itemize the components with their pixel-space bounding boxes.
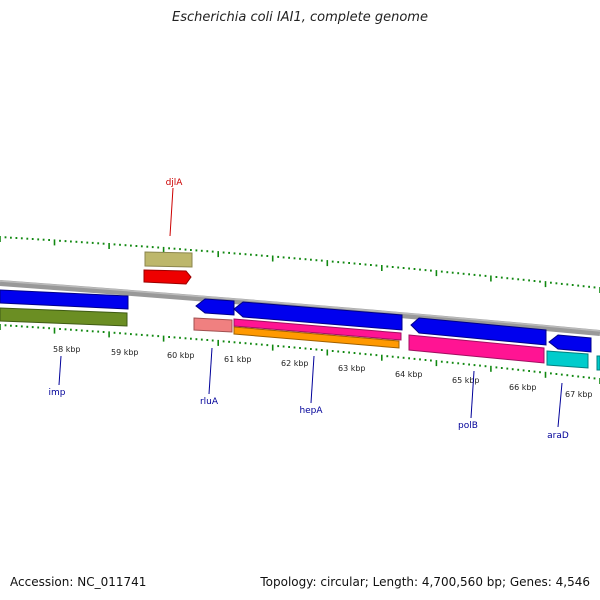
gene-rluA-feature[interactable]: [193, 317, 233, 333]
hepA-leader-line: [310, 355, 315, 404]
gene-labels: djlA imp rluA hepA polB araD: [49, 178, 569, 441]
gene-imp-feature[interactable]: [0, 307, 128, 327]
rluA-leader-line: [208, 347, 213, 395]
forward-features: [143, 251, 193, 285]
gene-label-imp[interactable]: imp: [49, 388, 66, 398]
gene-blue-feature-1[interactable]: [195, 298, 235, 316]
gene-orange-feature[interactable]: [233, 326, 400, 349]
backbone-highlight: [0, 280, 600, 332]
gene-leader-lines: [58, 187, 563, 428]
gene-djlA-feature[interactable]: [143, 269, 192, 285]
gene-blue-feature-2[interactable]: [233, 301, 403, 331]
scale-label-59kbp: 59 kbp: [111, 348, 139, 357]
reverse-features: [0, 289, 600, 371]
polB-leader-line: [470, 370, 475, 419]
scale-label-60kbp: 60 kbp: [167, 351, 195, 360]
gene-label-djlA[interactable]: djlA: [166, 178, 184, 188]
scale-label-63kbp: 63 kbp: [338, 364, 366, 373]
accession-text: Accession: NC_011741: [10, 575, 147, 589]
scale-labels: 58 kbp 59 kbp 60 kbp 61 kbp 62 kbp 63 kb…: [53, 345, 593, 399]
scale-label-65kbp: 65 kbp: [452, 376, 480, 385]
gene-cyan-feature-edge[interactable]: [596, 355, 600, 371]
gene-blue-feature-4[interactable]: [548, 334, 592, 353]
scale-label-62kbp: 62 kbp: [281, 359, 309, 368]
gene-blue-feature-3[interactable]: [410, 317, 547, 346]
inner-scale-ticks: [0, 324, 600, 384]
araD-leader-line: [557, 382, 563, 428]
gene-araD-feature[interactable]: [546, 350, 589, 369]
scale-label-66kbp: 66 kbp: [509, 383, 537, 392]
gene-polB-feature[interactable]: [408, 334, 545, 364]
map-title: Escherichia coli IAI1, complete genome: [172, 10, 428, 25]
gene-hepA-feature[interactable]: [233, 318, 402, 341]
imp-leader-line: [58, 355, 62, 386]
scale-label-64kbp: 64 kbp: [395, 370, 423, 379]
outer-scale-ticks: [0, 236, 600, 293]
gene-label-rluA[interactable]: rluA: [200, 397, 219, 407]
scale-label-58kbp: 58 kbp: [53, 345, 81, 354]
gene-label-araD[interactable]: araD: [547, 431, 569, 441]
djlA-leader-line: [169, 187, 174, 237]
gene-feature-khaki[interactable]: [144, 251, 193, 268]
scale-label-67kbp: 67 kbp: [565, 390, 593, 399]
gene-imp-blue-feature[interactable]: [0, 289, 129, 310]
genome-summary-text: Topology: circular; Length: 4,700,560 bp…: [260, 575, 590, 589]
gene-label-hepA[interactable]: hepA: [299, 406, 323, 416]
gene-label-polB[interactable]: polB: [458, 421, 478, 431]
scale-label-61kbp: 61 kbp: [224, 355, 252, 364]
